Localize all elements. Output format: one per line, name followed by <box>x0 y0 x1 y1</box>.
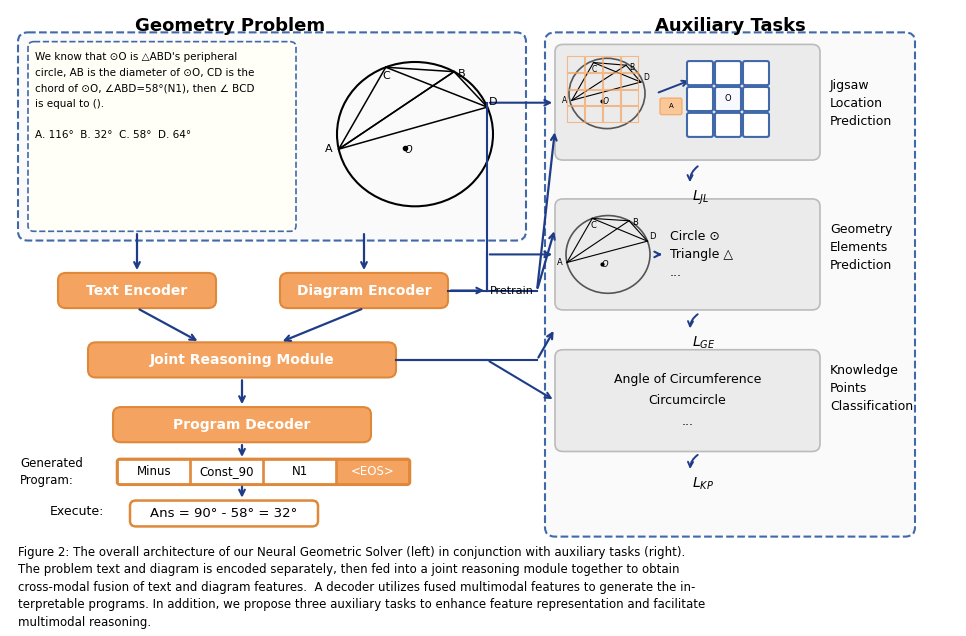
FancyBboxPatch shape <box>743 87 769 111</box>
FancyBboxPatch shape <box>743 61 769 85</box>
FancyBboxPatch shape <box>28 41 296 232</box>
Bar <box>118 460 190 484</box>
FancyBboxPatch shape <box>88 342 396 378</box>
Text: Figure 2: The overall architecture of our Neural Geometric Solver (left) in conj: Figure 2: The overall architecture of ou… <box>18 546 705 629</box>
FancyBboxPatch shape <box>130 501 318 527</box>
Text: $L_{KP}$: $L_{KP}$ <box>692 476 714 492</box>
Text: A. 116°  B. 32°  C. 58°  D. 64°: A. 116° B. 32° C. 58° D. 64° <box>35 130 191 141</box>
FancyBboxPatch shape <box>555 350 820 452</box>
Bar <box>603 106 620 122</box>
Text: C: C <box>382 71 389 81</box>
Bar <box>585 106 602 122</box>
Text: $L_{GE}$: $L_{GE}$ <box>692 335 716 351</box>
Text: Auxiliary Tasks: Auxiliary Tasks <box>655 17 806 34</box>
Text: D: D <box>649 232 656 241</box>
Text: B: B <box>458 69 466 78</box>
Text: Geometry Problem: Geometry Problem <box>135 17 326 34</box>
Bar <box>337 460 409 484</box>
Text: O: O <box>602 260 609 269</box>
Text: circle, AB is the diameter of ⊙O, CD is the: circle, AB is the diameter of ⊙O, CD is … <box>35 67 254 78</box>
Text: Ans = 90° - 58° = 32°: Ans = 90° - 58° = 32° <box>151 507 298 520</box>
FancyBboxPatch shape <box>545 32 915 537</box>
Bar <box>567 73 584 89</box>
FancyBboxPatch shape <box>555 45 820 160</box>
Text: B: B <box>632 218 638 227</box>
Text: Minus: Minus <box>136 466 171 478</box>
Text: We know that ⊙O is △ABD's peripheral: We know that ⊙O is △ABD's peripheral <box>35 52 238 62</box>
Text: Pretrain: Pretrain <box>490 286 534 296</box>
Text: Joint Reasoning Module: Joint Reasoning Module <box>150 353 334 367</box>
Text: O: O <box>724 95 731 104</box>
Text: B: B <box>630 62 635 71</box>
Bar <box>567 90 584 106</box>
FancyBboxPatch shape <box>743 113 769 137</box>
Bar <box>621 90 638 106</box>
Text: A: A <box>668 104 673 109</box>
Text: Circle ⊙
Triangle △
...: Circle ⊙ Triangle △ ... <box>670 230 733 279</box>
Bar <box>264 460 336 484</box>
FancyBboxPatch shape <box>715 61 741 85</box>
Bar <box>621 106 638 122</box>
Text: C: C <box>590 221 596 230</box>
Text: A: A <box>562 96 567 105</box>
Text: O: O <box>404 145 412 155</box>
FancyBboxPatch shape <box>555 199 820 310</box>
FancyBboxPatch shape <box>280 273 448 308</box>
Text: O: O <box>603 97 609 106</box>
Bar <box>603 90 620 106</box>
FancyBboxPatch shape <box>660 98 682 114</box>
Bar <box>191 460 263 484</box>
FancyBboxPatch shape <box>715 87 741 111</box>
Bar <box>585 73 602 89</box>
Bar <box>603 73 620 89</box>
Bar <box>585 57 602 72</box>
Bar <box>621 57 638 72</box>
Text: Text Encoder: Text Encoder <box>86 284 187 298</box>
Text: Knowledge
Points
Classification: Knowledge Points Classification <box>830 364 913 413</box>
Text: <EOS>: <EOS> <box>351 466 395 478</box>
Text: Angle of Circumference
Circumcircle
...: Angle of Circumference Circumcircle ... <box>613 373 761 428</box>
FancyBboxPatch shape <box>58 273 216 308</box>
Text: D: D <box>489 97 497 107</box>
Text: N1: N1 <box>292 466 308 478</box>
FancyBboxPatch shape <box>113 407 371 442</box>
Bar <box>585 90 602 106</box>
Text: Jigsaw
Location
Prediction: Jigsaw Location Prediction <box>830 79 893 128</box>
Text: Const_90: Const_90 <box>200 466 254 478</box>
Text: C: C <box>592 66 597 74</box>
FancyBboxPatch shape <box>18 32 526 240</box>
Text: is equal to ().: is equal to (). <box>35 99 104 109</box>
FancyBboxPatch shape <box>687 87 713 111</box>
Text: Execute:: Execute: <box>50 505 104 518</box>
Text: A: A <box>557 258 563 267</box>
Text: Geometry
Elements
Prediction: Geometry Elements Prediction <box>830 223 893 272</box>
FancyBboxPatch shape <box>687 61 713 85</box>
Text: Diagram Encoder: Diagram Encoder <box>297 284 431 298</box>
Text: $L_{JL}$: $L_{JL}$ <box>692 189 709 207</box>
Bar <box>567 57 584 72</box>
Bar <box>603 57 620 72</box>
Text: Generated
Program:: Generated Program: <box>20 457 83 487</box>
Bar <box>567 106 584 122</box>
Text: Program Decoder: Program Decoder <box>173 418 311 432</box>
Text: A: A <box>325 144 332 154</box>
Bar <box>621 73 638 89</box>
FancyBboxPatch shape <box>715 113 741 137</box>
FancyBboxPatch shape <box>687 113 713 137</box>
Text: D: D <box>643 73 649 82</box>
Text: chord of ⊙O, ∠ABD=58°(N1), then ∠ BCD: chord of ⊙O, ∠ABD=58°(N1), then ∠ BCD <box>35 83 254 93</box>
